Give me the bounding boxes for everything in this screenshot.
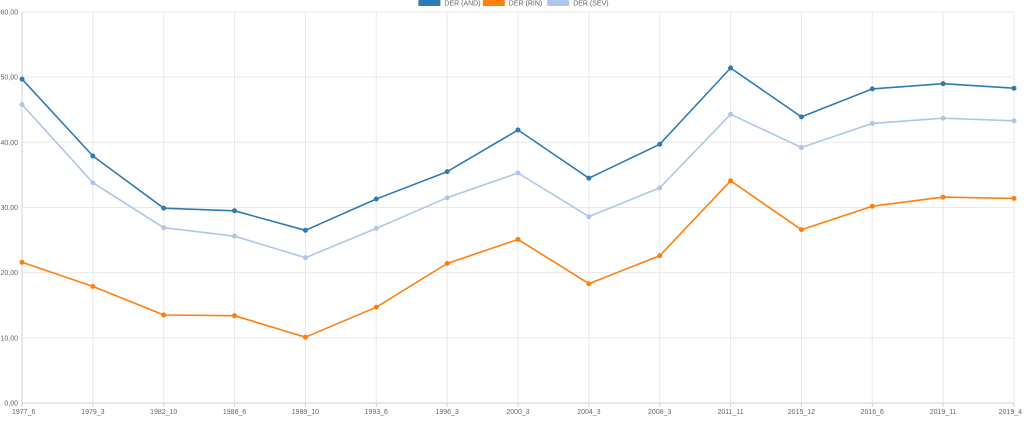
data-point[interactable] (232, 313, 238, 319)
series-2 (19, 102, 1017, 261)
data-point[interactable] (869, 86, 875, 92)
data-point[interactable] (444, 261, 450, 267)
x-tick-label: 2016_6 (861, 409, 884, 416)
data-point[interactable] (657, 253, 663, 259)
data-point[interactable] (798, 114, 804, 120)
data-point[interactable] (586, 214, 592, 220)
data-point[interactable] (232, 208, 238, 214)
data-point[interactable] (444, 195, 450, 201)
x-tick-label: 2000_3 (506, 409, 529, 416)
x-tick-label: 1986_6 (223, 409, 246, 416)
y-tick-label: 60,00 (0, 10, 18, 17)
data-point[interactable] (161, 205, 167, 211)
y-tick-label: 30,00 (0, 205, 18, 212)
y-tick-label: 20,00 (0, 270, 18, 277)
data-point[interactable] (728, 111, 734, 117)
x-tick-label: 2015_12 (788, 409, 815, 416)
data-point[interactable] (869, 203, 875, 209)
data-point[interactable] (161, 225, 167, 231)
legend-item[interactable]: DER (SEV) (547, 0, 609, 8)
data-point[interactable] (657, 185, 663, 191)
x-tick-label: 2019_4 (999, 409, 1022, 416)
data-point[interactable] (19, 102, 25, 108)
data-point[interactable] (1011, 118, 1017, 124)
data-point[interactable] (869, 120, 875, 126)
x-tick-label: 1993_6 (365, 409, 388, 416)
data-point[interactable] (302, 255, 308, 261)
x-tick-label: 1996_3 (435, 409, 458, 416)
data-point[interactable] (90, 180, 96, 186)
data-point[interactable] (161, 312, 167, 318)
data-point[interactable] (1011, 85, 1017, 91)
data-point[interactable] (798, 145, 804, 151)
data-point[interactable] (90, 283, 96, 289)
series-0 (19, 65, 1017, 233)
data-point[interactable] (232, 233, 238, 239)
legend[interactable]: DER (AND) DER (RIN) DER (SEV) (418, 0, 609, 8)
data-point[interactable] (302, 227, 308, 233)
data-point[interactable] (515, 236, 521, 242)
legend-item[interactable]: DER (AND) (418, 0, 481, 8)
data-point[interactable] (444, 169, 450, 175)
axis-layer: 0,00 10,00 20,00 30,00 40,00 50,00 60,00 1977_6… (0, 10, 1022, 417)
data-point[interactable] (1011, 195, 1017, 201)
data-point[interactable] (90, 153, 96, 159)
legend-item[interactable]: DER (RIN) (482, 0, 542, 8)
x-tick-label: 1977_6 (12, 409, 35, 416)
data-point[interactable] (373, 304, 379, 310)
y-tick-label: 0,00 (4, 401, 18, 408)
data-point[interactable] (586, 281, 592, 287)
data-point[interactable] (728, 65, 734, 71)
x-tick-label: 1989_10 (292, 409, 319, 416)
legend-swatch (547, 0, 570, 6)
legend-swatch (418, 0, 441, 6)
x-tick-label: 2004_3 (577, 409, 600, 416)
data-point[interactable] (657, 141, 663, 147)
data-point[interactable] (728, 178, 734, 184)
data-point[interactable] (373, 225, 379, 231)
data-point[interactable] (515, 170, 521, 176)
y-tick-label: 40,00 (0, 140, 18, 147)
x-tick-label: 2011_11 (717, 409, 743, 416)
data-point[interactable] (586, 175, 592, 181)
data-point[interactable] (515, 127, 521, 133)
data-point[interactable] (798, 227, 804, 233)
x-tick-label: 2019_11 (930, 409, 957, 416)
data-point[interactable] (373, 196, 379, 202)
data-point[interactable] (19, 76, 25, 82)
series-1 (19, 178, 1017, 340)
x-tick-label: 2008_3 (648, 409, 671, 416)
x-tick-label: 1982_10 (150, 409, 177, 416)
data-point[interactable] (302, 334, 308, 340)
legend-label: DER (RIN) (509, 1, 542, 8)
y-tick-label: 10,00 (0, 335, 18, 342)
series-layer (19, 65, 1017, 340)
data-point[interactable] (940, 115, 946, 121)
legend-swatch (482, 0, 505, 6)
data-point[interactable] (940, 81, 946, 87)
data-point[interactable] (19, 259, 25, 265)
legend-label: DER (AND) (444, 1, 480, 8)
legend-label: DER (SEV) (573, 1, 608, 8)
y-tick-label: 50,00 (0, 75, 18, 82)
grid-layer (21, 11, 1015, 404)
data-point[interactable] (940, 194, 946, 200)
x-tick-label: 1979_3 (81, 409, 104, 416)
